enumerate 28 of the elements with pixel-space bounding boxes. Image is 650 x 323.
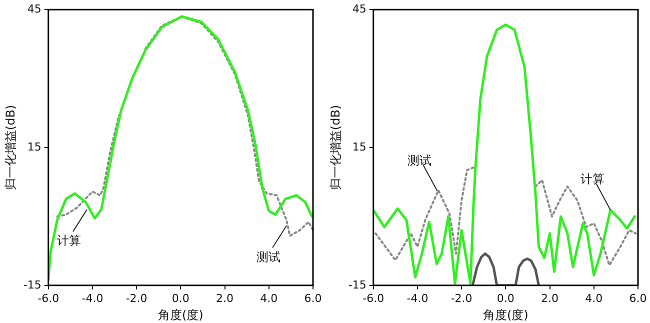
y-tick-label: 15	[27, 140, 42, 154]
x-tick-label: -2.0	[450, 292, 472, 305]
x-tick-label: 2.0	[541, 292, 559, 305]
x-tick-label: 4.0	[585, 292, 603, 305]
y-tick-label: 45	[352, 2, 366, 16]
x-tick-label: -2.0	[126, 292, 148, 305]
y-tick-label: 45	[27, 2, 42, 16]
x-tick-label: -4.0	[406, 292, 428, 305]
x-tick-label: 0.0	[172, 292, 190, 305]
x-axis-title: 角度(度)	[158, 308, 204, 322]
annotation: 测试	[256, 250, 281, 264]
x-axis-title: 角度(度)	[482, 308, 528, 322]
annotation: 测试	[407, 153, 432, 168]
x-tick-label: 0.0	[496, 292, 514, 305]
x-tick-label: 4.0	[260, 292, 278, 305]
x-tick-label: 6.0	[304, 292, 322, 305]
y-axis-title: 归一化增益(dB)	[328, 104, 342, 190]
y-axis-title: 归一化增益(dB)	[3, 104, 18, 190]
y-tick-label: -15	[23, 278, 42, 292]
y-tick-label: -15	[348, 278, 366, 292]
y-tick-label: 15	[352, 140, 366, 154]
x-tick-label: -6.0	[38, 292, 60, 305]
annotation: 计算	[580, 172, 604, 186]
x-tick-label: -6.0	[362, 292, 384, 305]
x-tick-label: 6.0	[629, 292, 647, 305]
x-tick-label: -4.0	[82, 292, 104, 305]
annotation: 计算	[56, 234, 81, 248]
x-tick-label: 2.0	[216, 292, 234, 305]
